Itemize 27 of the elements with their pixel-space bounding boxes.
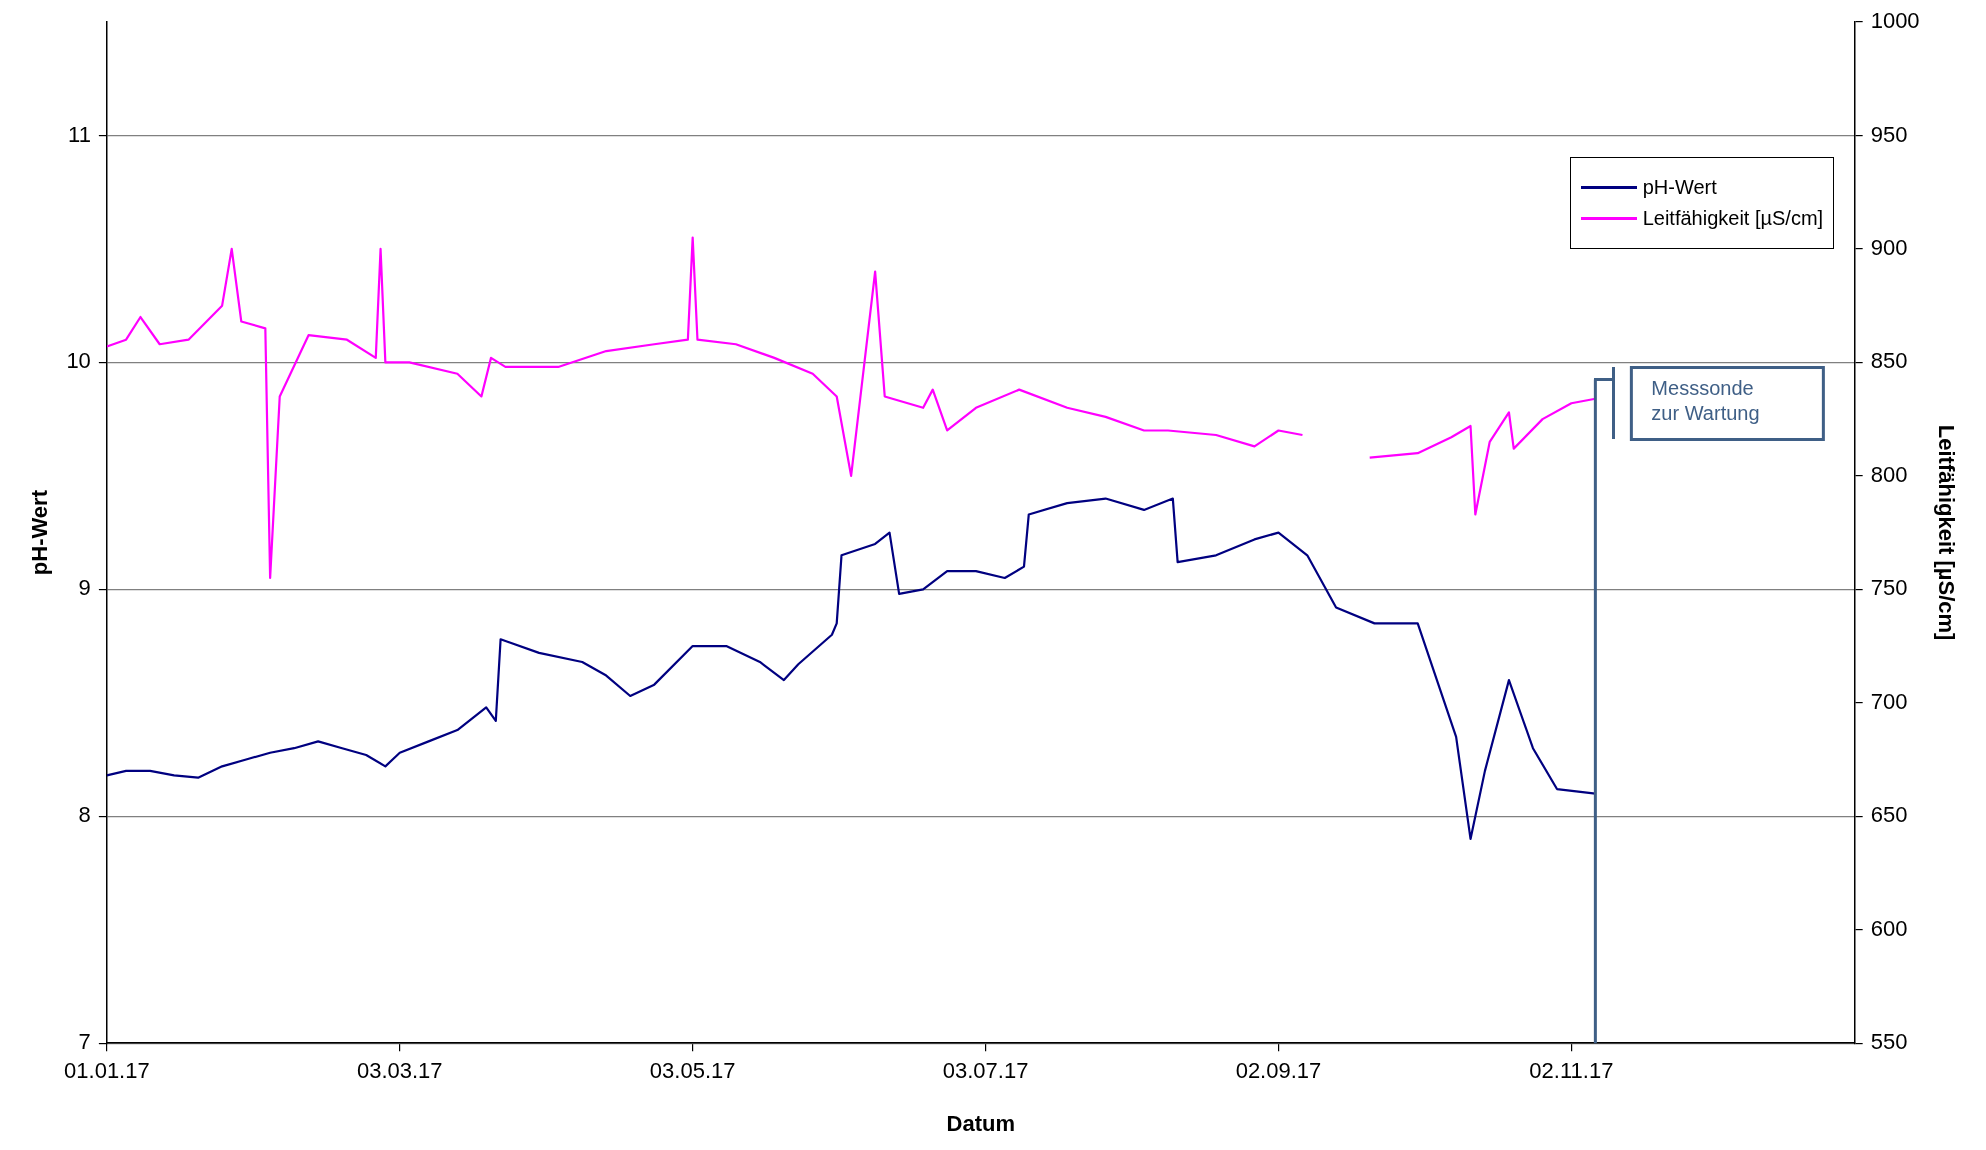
- y2-tick-label: 800: [1870, 461, 1908, 487]
- y2-tick-label: 850: [1870, 348, 1908, 374]
- y-tick-label: 9: [78, 575, 91, 601]
- x-tick-label: 03.03.17: [356, 1058, 443, 1084]
- ref-line-label: Messsonde zur Wartung: [1651, 376, 1760, 424]
- y2-tick-label: 950: [1870, 121, 1908, 147]
- x-tick-label: 02.11.17: [1529, 1058, 1614, 1084]
- y2-tick-label: 750: [1870, 575, 1908, 601]
- x-tick-label: 03.05.17: [649, 1058, 736, 1084]
- legend-label: Leitfähigkeit [µS/cm]: [1642, 207, 1824, 230]
- y2-axis-title: Leitfähigkeit [µS/cm]: [1933, 424, 1959, 641]
- y-tick-label: 8: [78, 802, 91, 828]
- y2-tick-label: 700: [1870, 688, 1908, 714]
- y2-tick-label: 900: [1870, 235, 1908, 260]
- x-tick-label: 03.07.17: [942, 1058, 1029, 1084]
- y2-tick-label: 600: [1870, 915, 1908, 941]
- y2-tick-label: 1000: [1870, 8, 1920, 34]
- x-axis-title: Datum: [946, 1110, 1015, 1136]
- y-tick-label: 7: [78, 1029, 91, 1055]
- x-tick-label: 01.01.17: [64, 1058, 150, 1084]
- y-tick-label: 11: [68, 121, 91, 147]
- x-tick-label: 02.09.17: [1235, 1058, 1322, 1084]
- legend-label: pH-Wert: [1642, 176, 1717, 199]
- y-axis-title: pH-Wert: [27, 489, 53, 576]
- y2-tick-label: 550: [1870, 1029, 1908, 1055]
- y2-tick-label: 650: [1870, 802, 1908, 828]
- y-tick-label: 10: [66, 348, 91, 374]
